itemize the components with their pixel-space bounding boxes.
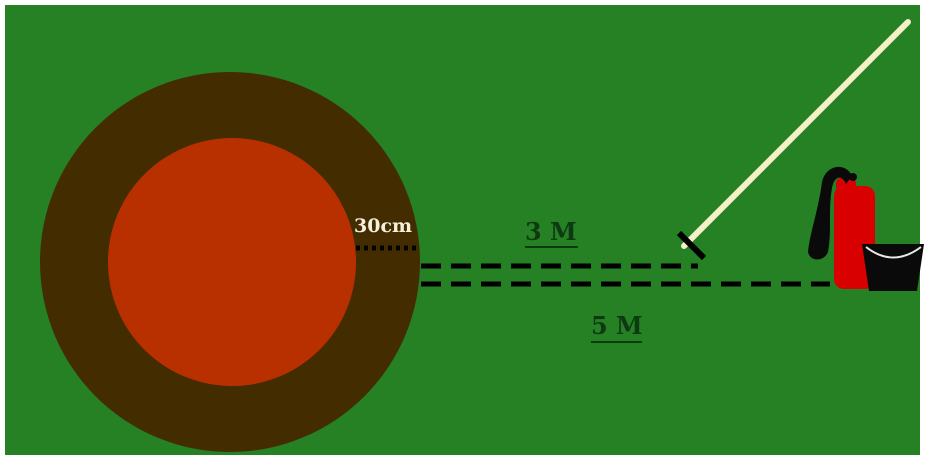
pole-icon — [676, 19, 911, 261]
near-distance-label: 3 M — [525, 217, 577, 246]
ring-width-label: 30cm — [354, 215, 412, 237]
bucket-icon — [862, 244, 924, 291]
fire-extinguisher-icon — [808, 166, 875, 289]
inner-fire-circle — [108, 138, 356, 386]
far-distance-label: 5 M — [591, 311, 643, 340]
